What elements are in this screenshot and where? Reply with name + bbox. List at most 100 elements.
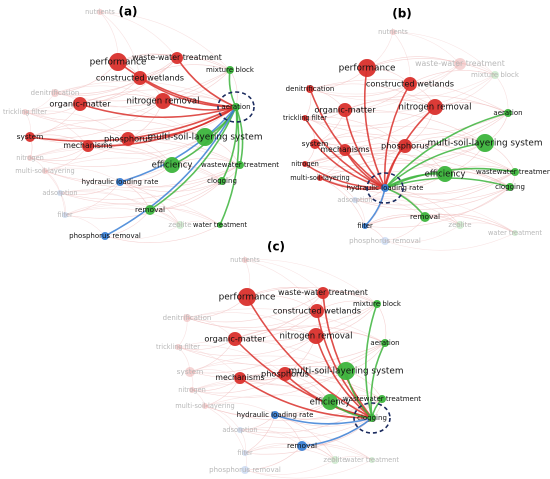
link xyxy=(189,371,194,391)
link xyxy=(354,195,516,234)
link xyxy=(234,292,324,340)
node-label: adsorption xyxy=(222,426,257,434)
node-label: nitrogen removal xyxy=(399,103,472,113)
link xyxy=(64,203,221,226)
link xyxy=(59,164,241,200)
link xyxy=(186,308,386,344)
link xyxy=(64,214,106,237)
link xyxy=(177,345,286,375)
link xyxy=(309,83,436,108)
node-label: organic-matter xyxy=(314,105,376,115)
node xyxy=(116,178,124,186)
node-label: mechanisms xyxy=(215,373,264,382)
link xyxy=(179,220,221,226)
node xyxy=(491,71,499,79)
focus-link xyxy=(139,77,237,108)
link xyxy=(309,74,496,102)
link xyxy=(244,259,378,305)
focus-link xyxy=(315,335,373,419)
link xyxy=(239,429,336,461)
link xyxy=(244,459,373,479)
link xyxy=(384,187,461,226)
node-label: phosphorus xyxy=(261,369,309,379)
node-label: aeration xyxy=(221,103,250,111)
node-label: efficiency xyxy=(310,398,351,408)
link xyxy=(309,63,461,95)
link xyxy=(54,57,178,95)
node xyxy=(189,387,195,393)
link xyxy=(139,64,231,79)
focus-link xyxy=(309,88,386,189)
node-label: efficiency xyxy=(425,170,466,180)
link xyxy=(104,224,221,243)
node-label: phosphorus removal xyxy=(69,232,141,240)
node xyxy=(338,103,352,117)
node-label: phosphorus removal xyxy=(209,466,281,474)
node xyxy=(381,237,389,245)
link xyxy=(304,153,511,188)
link xyxy=(366,58,496,76)
node-label: aeration xyxy=(370,339,399,347)
node xyxy=(306,85,314,93)
link xyxy=(191,389,206,407)
node xyxy=(202,403,208,409)
node-label: constructed wetlands xyxy=(96,73,184,83)
node-label: water treatment xyxy=(488,229,542,237)
node xyxy=(381,184,389,192)
node-label: nitrogen xyxy=(291,160,319,168)
link xyxy=(119,181,181,226)
link xyxy=(44,157,223,182)
link xyxy=(319,162,511,188)
node-label: waste-water treatment xyxy=(415,59,505,68)
focus-link xyxy=(322,292,373,419)
link xyxy=(119,180,223,192)
node-label: phosphorus xyxy=(104,134,152,144)
node xyxy=(369,457,375,463)
link xyxy=(29,119,206,138)
link xyxy=(204,402,276,416)
link xyxy=(177,346,191,373)
node xyxy=(511,168,519,176)
focus-link xyxy=(314,143,386,189)
node-label: adsorption xyxy=(42,189,77,197)
node-label: constructed wetlands xyxy=(273,306,361,316)
node-label: zeolite xyxy=(448,221,471,229)
link xyxy=(304,106,436,127)
link xyxy=(59,188,221,226)
node xyxy=(237,427,243,433)
link xyxy=(384,232,516,251)
node-label: removal xyxy=(287,441,317,450)
node-label: multi-soil-layering system xyxy=(289,367,404,377)
focus-link xyxy=(235,106,244,166)
link xyxy=(186,303,378,331)
focus-link xyxy=(370,342,386,419)
node xyxy=(226,66,234,74)
node xyxy=(506,183,514,191)
link xyxy=(364,186,511,228)
panel-label: (c) xyxy=(267,240,285,254)
link xyxy=(364,215,461,227)
node xyxy=(62,212,68,218)
link xyxy=(244,452,247,471)
focus-link xyxy=(87,106,237,147)
link xyxy=(29,148,223,182)
link xyxy=(29,140,241,166)
node-label: filter xyxy=(357,222,373,230)
node xyxy=(454,58,466,70)
node xyxy=(238,288,256,306)
node-label: water treatment xyxy=(193,221,247,229)
node xyxy=(171,52,183,64)
node-label: removal xyxy=(410,212,440,221)
node xyxy=(302,161,308,167)
node-label: nitrogen removal xyxy=(280,332,353,342)
node-label: mechanisms xyxy=(63,141,112,150)
node-label: performance xyxy=(219,293,276,303)
link xyxy=(104,224,181,240)
node-label: performance xyxy=(90,58,147,68)
node-label: clogging xyxy=(495,183,525,191)
link xyxy=(29,127,129,140)
node xyxy=(241,466,249,474)
link xyxy=(204,405,241,431)
link xyxy=(314,106,436,145)
